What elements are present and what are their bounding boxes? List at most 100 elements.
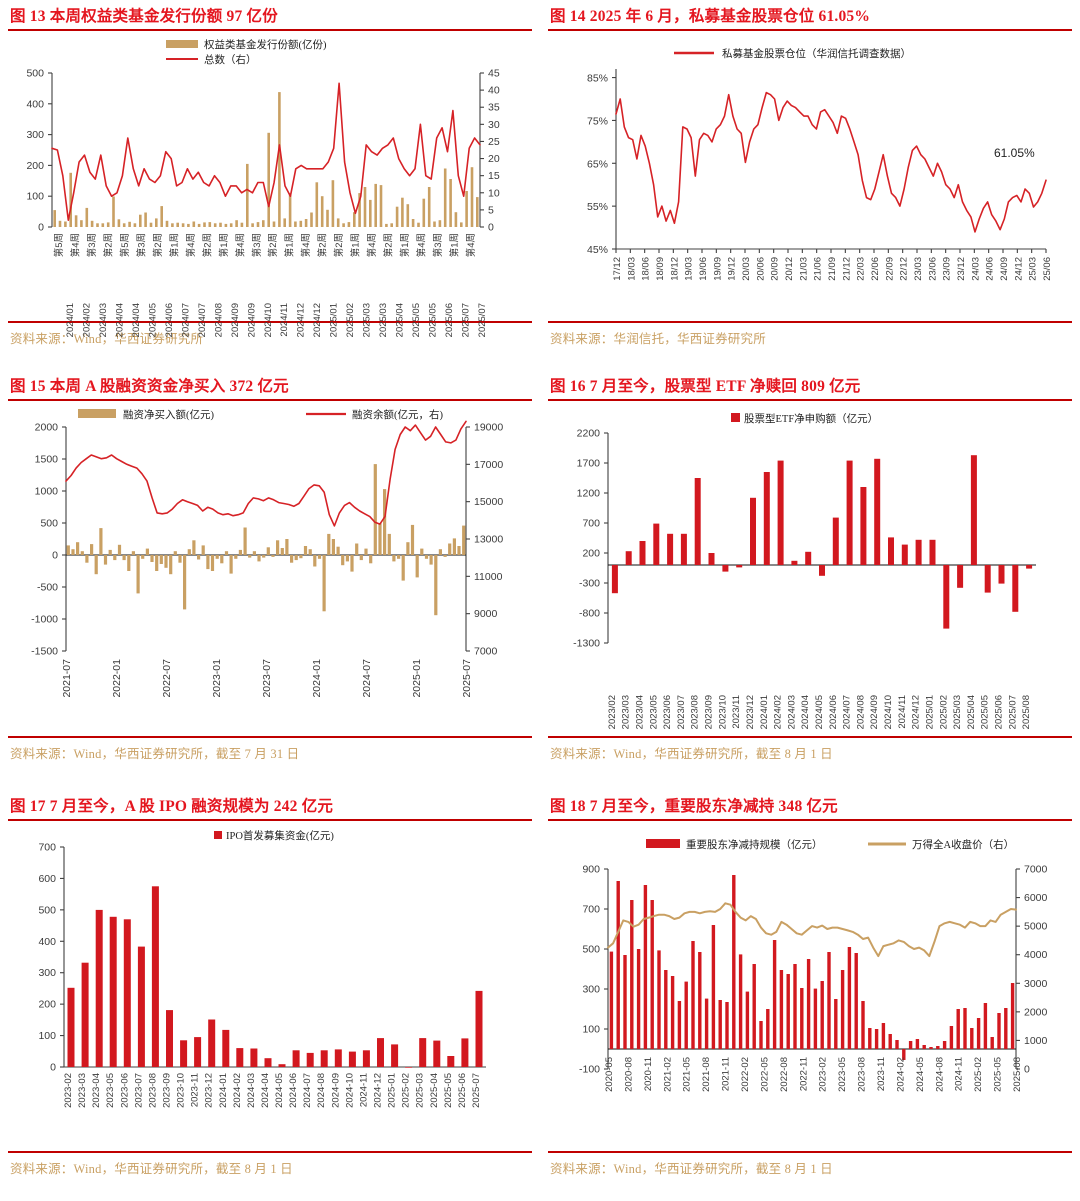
svg-text:第2周: 第2周 xyxy=(201,233,213,257)
svg-text:2023/02: 2023/02 xyxy=(607,695,618,729)
bar xyxy=(391,1044,399,1067)
bar xyxy=(64,221,67,227)
svg-text:100: 100 xyxy=(38,1030,56,1042)
svg-text:第3周: 第3周 xyxy=(136,233,148,257)
svg-text:2025/07: 2025/07 xyxy=(460,303,471,337)
bar xyxy=(711,925,716,1049)
bar xyxy=(936,1046,940,1049)
svg-text:2023/04: 2023/04 xyxy=(635,695,646,729)
bar xyxy=(443,555,447,557)
svg-text:2021-07: 2021-07 xyxy=(61,659,73,698)
bar xyxy=(704,998,709,1049)
bar xyxy=(58,220,62,227)
bar xyxy=(278,1064,286,1067)
bar xyxy=(390,223,393,227)
svg-text:2024-02: 2024-02 xyxy=(232,1073,243,1108)
svg-text:第1周: 第1周 xyxy=(448,233,460,257)
svg-text:2023-03: 2023-03 xyxy=(77,1073,88,1108)
svg-text:23/12: 23/12 xyxy=(956,257,967,281)
bar xyxy=(246,163,249,227)
bar xyxy=(976,1018,981,1049)
svg-text:40: 40 xyxy=(488,85,500,97)
bar xyxy=(222,1029,230,1067)
bar xyxy=(957,565,964,588)
bar xyxy=(178,555,182,563)
bar xyxy=(267,132,270,227)
legend-16: 股票型ETF净申购额（亿元） xyxy=(731,412,878,425)
svg-text:20/06: 20/06 xyxy=(755,257,766,281)
svg-text:第2周: 第2周 xyxy=(333,233,345,257)
svg-text:2025/03: 2025/03 xyxy=(362,303,373,337)
bar xyxy=(401,555,405,581)
bar xyxy=(461,1038,469,1067)
bar xyxy=(117,544,122,555)
bar xyxy=(943,565,950,629)
bar xyxy=(670,976,675,1049)
svg-text:500: 500 xyxy=(40,518,58,530)
bar xyxy=(208,222,212,227)
bar xyxy=(96,223,99,227)
svg-text:2025-01: 2025-01 xyxy=(411,659,423,698)
legend-swatch-bars xyxy=(646,839,680,848)
svg-text:2023-04: 2023-04 xyxy=(91,1073,102,1108)
bar xyxy=(145,548,149,555)
svg-text:第2周: 第2周 xyxy=(103,233,115,257)
svg-text:2021-08: 2021-08 xyxy=(701,1057,712,1092)
bar xyxy=(438,220,442,227)
bar xyxy=(422,198,426,227)
svg-text:500: 500 xyxy=(26,68,44,80)
bar xyxy=(1004,1008,1008,1049)
svg-text:第1周: 第1周 xyxy=(399,233,411,257)
svg-text:第5周: 第5周 xyxy=(119,233,131,257)
svg-text:300: 300 xyxy=(26,129,44,141)
legend-label-line: 总数（右） xyxy=(204,53,257,66)
bar xyxy=(299,220,303,227)
bar xyxy=(123,919,131,1067)
bar xyxy=(197,555,201,560)
bar xyxy=(657,950,661,1049)
bar xyxy=(95,909,103,1067)
figure-rule-bottom-17 xyxy=(8,1151,532,1153)
bar xyxy=(331,539,335,555)
bar xyxy=(378,523,382,555)
svg-text:5: 5 xyxy=(488,204,494,216)
legend-18: 重要股东净减持规模（亿元） 万得全A收盘价（右） xyxy=(646,838,1014,851)
bar xyxy=(806,959,811,1049)
bar xyxy=(128,221,131,227)
bar xyxy=(315,182,319,227)
bar xyxy=(171,223,174,227)
svg-text:2025/05: 2025/05 xyxy=(411,303,422,337)
bar xyxy=(998,565,1005,584)
bar xyxy=(113,555,117,561)
value-annotation-14: 61.05% xyxy=(994,146,1035,160)
bar xyxy=(150,555,154,562)
figure-source-18: 资料来源：Wind，华西证券研究所，截至 8 月 1 日 xyxy=(550,1162,833,1176)
bar xyxy=(915,1039,920,1049)
bar xyxy=(1010,983,1015,1049)
svg-text:2023-02: 2023-02 xyxy=(63,1073,74,1108)
svg-text:2024/03: 2024/03 xyxy=(98,303,109,337)
bar xyxy=(609,951,614,1049)
svg-text:2023/10: 2023/10 xyxy=(717,695,728,729)
bar xyxy=(240,222,244,227)
bar xyxy=(229,223,233,227)
figure-plot-16: 股票型ETF净申购额（亿元） -1300 -800 -300 200 700 1200 17… xyxy=(546,401,1074,736)
bar xyxy=(908,1041,913,1049)
legend-14: 私募基金股票仓位（华润信托调查数据） xyxy=(674,47,911,60)
figure-title-18: 图 18 7 月至今，重要股东净减持 348 亿元 xyxy=(550,798,838,815)
bar xyxy=(173,551,177,555)
svg-text:2025-01: 2025-01 xyxy=(387,1073,398,1108)
svg-text:2024/06: 2024/06 xyxy=(164,303,175,337)
figure-panel-18: 图 18 7 月至今，重要股东净减持 348 亿元 重要股东净减持规模（亿元） … xyxy=(540,790,1080,1201)
xaxis-labels-16: 2023/02 2023/03 2023/04 2023/05 2023/06 2023/… xyxy=(607,695,1032,729)
svg-text:2024/02: 2024/02 xyxy=(773,695,784,729)
bar xyxy=(395,206,399,227)
figure-source-17: 资料来源：Wind，华西证券研究所，截至 8 月 1 日 xyxy=(10,1162,293,1176)
bar xyxy=(405,1067,413,1068)
figure-plot-15: 融资净买入额(亿元) 融资余额(亿元，右) -1500 -1000 -500 0 500… xyxy=(6,401,534,736)
bar xyxy=(902,1049,906,1060)
bar xyxy=(208,1019,216,1067)
bar xyxy=(69,172,72,227)
svg-text:7000: 7000 xyxy=(1024,864,1048,876)
bar xyxy=(417,222,420,227)
